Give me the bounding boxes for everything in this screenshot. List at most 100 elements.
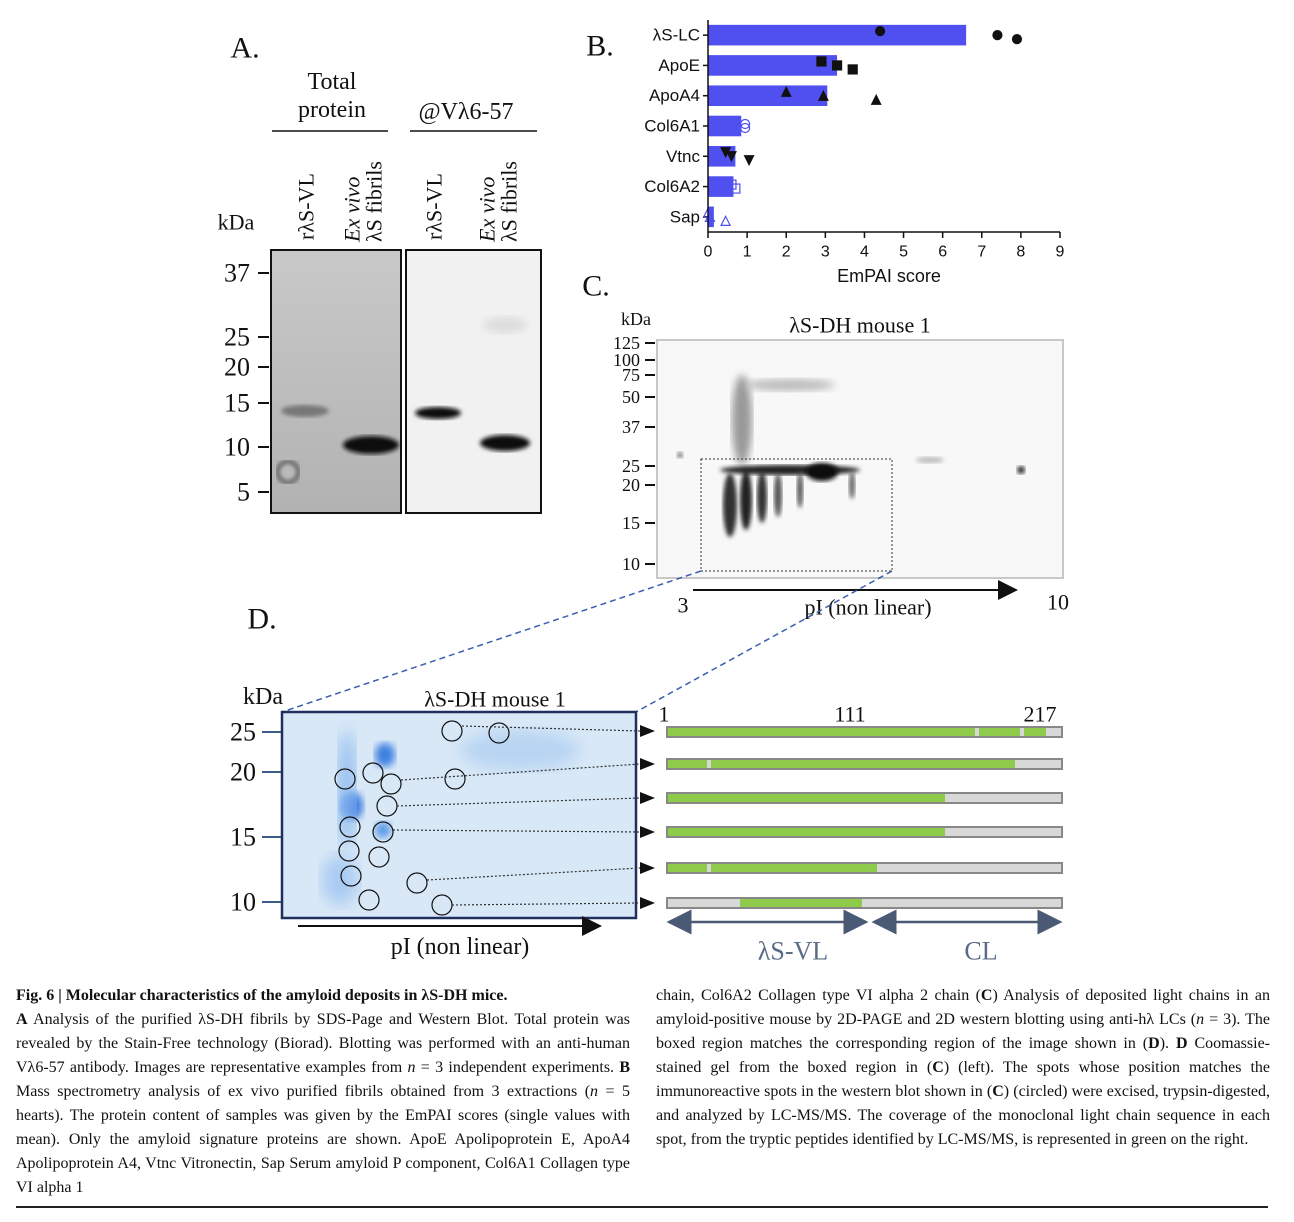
bar — [708, 176, 734, 197]
zoom-line — [635, 570, 893, 713]
y-tick-label: 25 — [224, 323, 250, 352]
y-tick-label: 125 — [613, 333, 640, 353]
point — [780, 85, 792, 97]
axis-unit: kDa — [621, 309, 651, 329]
point — [725, 151, 737, 163]
caption-text: n — [407, 1059, 416, 1076]
point — [816, 56, 827, 67]
caption-text: D — [1148, 1035, 1160, 1052]
band — [415, 407, 461, 419]
panel-label: A. — [230, 32, 259, 65]
axis-label: pI (non linear) — [391, 934, 530, 960]
y-tick-label: Sap — [670, 207, 700, 226]
lane-label: rλS-VL — [422, 173, 447, 240]
axis-unit: kDa — [243, 684, 283, 710]
residue: 111 — [834, 702, 865, 727]
x-tick-label: 6 — [938, 244, 947, 261]
zoom-line — [281, 570, 702, 713]
gel — [405, 249, 542, 514]
caption-text: chain, Col6A2 Collagen type VI alpha 2 c… — [656, 987, 981, 1004]
caption-text: A — [16, 1011, 28, 1028]
point — [1011, 34, 1023, 45]
lane-label: λS fibrils — [362, 161, 387, 242]
caption-text: Coomassie-stained gel from the boxed reg… — [656, 1035, 1271, 1076]
point — [743, 155, 755, 167]
y-tick-label: 50 — [622, 387, 640, 407]
caption-text: Mass spectrometry analysis of ex vivo pu… — [16, 1083, 591, 1100]
lane-label: Ex vivo — [340, 177, 365, 243]
lane-label: λS fibrils — [497, 161, 522, 242]
arrowheads — [640, 725, 655, 909]
caption-text: D — [1175, 1035, 1188, 1052]
gel-title: λS-DH mouse 1 — [789, 313, 930, 338]
caption-text: ) (circled) were excised, trypsin-digest… — [656, 1083, 1270, 1148]
gel-title: λS-DH mouse 1 — [424, 687, 565, 712]
caption-text: C — [992, 1083, 1004, 1100]
x-tick-label: 8 — [1016, 244, 1025, 261]
axis-label: pI (non linear) — [804, 595, 931, 620]
domain-label: CL — [964, 937, 997, 966]
residue: 1 — [659, 702, 670, 727]
axis-unit: kDa — [218, 210, 255, 235]
artifact — [276, 460, 300, 484]
y-tick-label: 10 — [622, 554, 640, 574]
caption-right: chain, Col6A2 Collagen type VI alpha 2 c… — [656, 984, 1270, 1152]
y-tick-label: 25 — [622, 456, 640, 476]
point — [831, 60, 843, 71]
caption-text: n — [590, 1083, 599, 1100]
band — [343, 436, 399, 454]
y-tick-label: 15 — [622, 513, 640, 533]
y-tick-label: Vtnc — [666, 147, 701, 166]
coverage — [668, 728, 1046, 907]
band — [483, 317, 527, 333]
y-tick-label: 15 — [230, 823, 256, 852]
panel-label: D. — [247, 603, 276, 636]
x-tick-label: 4 — [860, 244, 869, 261]
boxed-region — [700, 458, 893, 572]
y-tick-label: 10 — [230, 888, 256, 917]
point — [730, 183, 741, 194]
y-tick-label: 37 — [224, 259, 250, 288]
lane-label: Ex vivo — [475, 177, 500, 243]
gel — [656, 339, 1064, 579]
panel-label: B. — [586, 30, 614, 63]
point — [817, 89, 829, 101]
residue: 217 — [1024, 702, 1057, 727]
point — [992, 30, 1003, 41]
point — [847, 64, 858, 75]
caption-title: Fig. 6 | Molecular characteristics of th… — [16, 987, 508, 1004]
lane-label: rλS-VL — [294, 173, 319, 240]
y-tick-label: 10 — [224, 433, 250, 462]
axis-end: 10 — [1047, 590, 1069, 615]
point — [874, 26, 886, 37]
y-tick-label: 75 — [622, 365, 640, 385]
sequence-bars — [666, 726, 1063, 909]
caption-text: ). — [1159, 1035, 1176, 1052]
axis-start: 3 — [678, 593, 689, 618]
bar — [708, 55, 838, 76]
y-tick-label: Col6A2 — [644, 177, 700, 196]
caption-text: C — [932, 1059, 944, 1076]
point — [870, 93, 882, 105]
x-tick-label: 7 — [977, 244, 986, 261]
band — [281, 405, 329, 417]
header: Total — [308, 69, 357, 95]
caption-text: = 3 independent experiments. — [415, 1059, 620, 1076]
caption-text: ) (left). The spots whose position match… — [656, 1059, 1271, 1100]
point — [720, 215, 732, 226]
spots — [677, 375, 1025, 537]
header: @Vλ6-57 — [418, 99, 513, 125]
caption-text: = 3). The boxed region matches the corre… — [656, 1011, 1271, 1052]
y-tick-label: 20 — [230, 758, 256, 787]
bar — [708, 24, 967, 46]
y-tick-label: 100 — [613, 350, 640, 370]
caption-left: Fig. 6 | Molecular characteristics of th… — [16, 984, 630, 1200]
y-tick-label: 20 — [622, 475, 640, 495]
caption-text: C — [980, 987, 993, 1004]
y-tick-label: 5 — [237, 478, 250, 507]
band — [480, 435, 530, 451]
y-tick-label: ApoE — [658, 56, 700, 75]
caption-text: n — [1196, 1011, 1205, 1028]
point — [740, 118, 751, 130]
